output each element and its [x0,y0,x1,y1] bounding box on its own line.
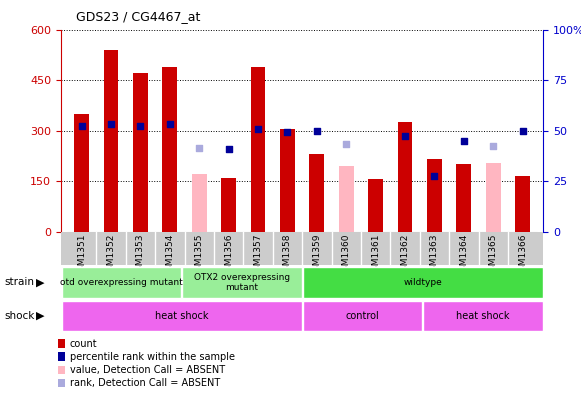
Text: GSM1360: GSM1360 [342,233,351,277]
Bar [515,176,530,232]
Text: percentile rank within the sample: percentile rank within the sample [70,352,235,362]
Text: count: count [70,339,98,349]
Text: value, Detection Call = ABSENT: value, Detection Call = ABSENT [70,365,225,375]
Point [224,146,233,152]
Text: GSM1356: GSM1356 [224,233,233,277]
Text: heat shock: heat shock [155,311,209,321]
Text: GSM1361: GSM1361 [371,233,380,277]
Bar [310,154,324,232]
Point [253,126,263,132]
Bar [280,129,295,232]
Bar [250,67,266,232]
Text: GSM1351: GSM1351 [77,233,86,277]
Text: rank, Detection Call = ABSENT: rank, Detection Call = ABSENT [70,378,220,388]
Text: ▶: ▶ [36,310,45,321]
Bar [339,166,354,232]
Point [489,143,498,149]
Bar [182,267,302,298]
Text: GSM1362: GSM1362 [400,233,410,277]
Text: otd overexpressing mutant: otd overexpressing mutant [60,278,182,287]
Point [136,122,145,129]
Bar [486,163,501,232]
Bar [62,301,302,331]
Point [195,144,204,150]
Point [165,121,174,127]
Text: shock: shock [5,310,35,321]
Text: GSM1359: GSM1359 [313,233,321,277]
Point [430,173,439,179]
Text: GSM1366: GSM1366 [518,233,527,277]
Point [283,129,292,135]
Text: GSM1365: GSM1365 [489,233,498,277]
Point [342,141,351,147]
Text: GSM1355: GSM1355 [195,233,204,277]
Point [400,133,410,139]
Bar [192,174,207,232]
Text: OTX2 overexpressing
mutant: OTX2 overexpressing mutant [194,273,290,292]
Bar [427,159,442,232]
Bar [61,232,543,265]
Text: wildtype: wildtype [403,278,442,287]
Bar [221,178,236,232]
Text: GSM1364: GSM1364 [460,233,468,277]
Bar [133,73,148,232]
Bar [368,179,383,232]
Text: GDS23 / CG4467_at: GDS23 / CG4467_at [76,10,200,23]
Text: heat shock: heat shock [456,311,510,321]
Text: GSM1358: GSM1358 [283,233,292,277]
Text: control: control [346,311,379,321]
Bar [163,67,177,232]
Text: GSM1357: GSM1357 [253,233,263,277]
Text: GSM1353: GSM1353 [136,233,145,277]
Point [77,122,86,129]
Bar [62,267,181,298]
Bar [303,301,422,331]
Point [518,128,528,134]
Bar [397,122,413,232]
Bar [457,164,471,232]
Bar [103,50,119,232]
Bar [74,114,89,232]
Text: GSM1363: GSM1363 [430,233,439,277]
Point [312,128,321,134]
Text: GSM1352: GSM1352 [106,233,116,277]
Bar [303,267,543,298]
Text: GSM1354: GSM1354 [166,233,174,277]
Point [459,137,468,144]
Text: strain: strain [5,277,35,287]
Text: ▶: ▶ [36,277,45,287]
Point [106,121,116,127]
Bar [424,301,543,331]
